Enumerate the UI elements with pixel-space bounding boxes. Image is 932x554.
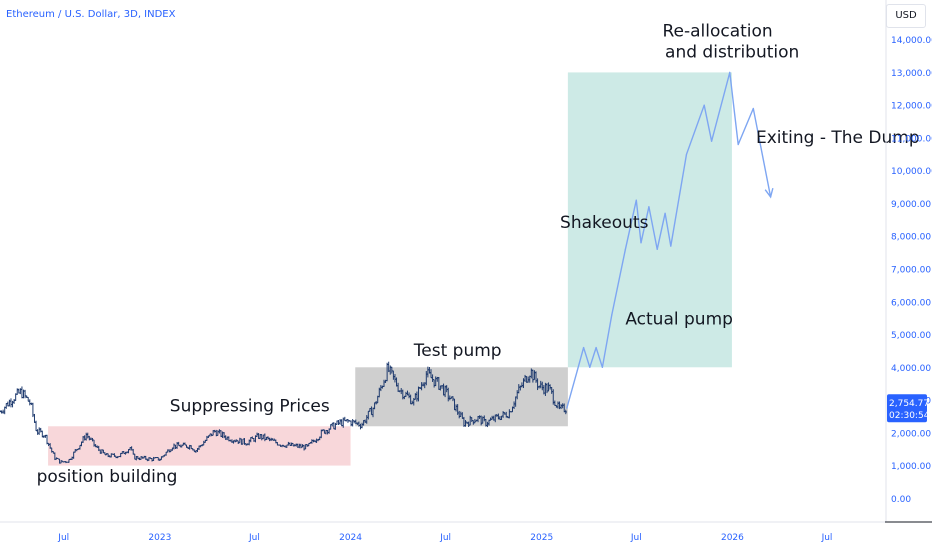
y-tick-label: 7,000.00 (891, 266, 931, 276)
projection-point (664, 212, 666, 214)
y-tick-label: 11,000.00 (891, 134, 932, 144)
chart-title: Ethereum / U.S. Dollar, 3D, INDEX (6, 9, 176, 20)
projection-point (656, 248, 658, 250)
price-tag (887, 394, 927, 423)
projection-point (582, 347, 585, 349)
projection-arrowhead (764, 188, 774, 199)
x-tick-label: 2023 (148, 533, 171, 543)
projection-point (640, 242, 642, 244)
y-tick-label: 1,000.00 (891, 462, 931, 472)
annotation-label: Exiting - The Dump (756, 128, 920, 148)
projection-point (635, 199, 637, 201)
projection-point (611, 314, 613, 316)
y-tick-label: 14,000.00 (891, 36, 932, 46)
y-tick-label: 9,000.00 (891, 200, 931, 210)
annotation-label: Suppressing Prices (170, 397, 330, 417)
y-tick-label: 10,000.00 (891, 167, 932, 177)
x-tick-label: Jul (248, 533, 260, 543)
zone-2 (567, 72, 732, 368)
projection-point (710, 140, 713, 142)
annotation-label: and distribution (665, 43, 799, 63)
projection-point (589, 366, 591, 368)
x-tick-label: 2026 (721, 533, 744, 543)
y-tick-label: 0.00 (891, 495, 911, 505)
projection-point (648, 206, 650, 208)
x-tick-label: Jul (57, 533, 69, 543)
projection-point (670, 245, 672, 247)
y-tick-label: 6,000.00 (891, 298, 931, 308)
y-tick-label: 8,000.00 (891, 233, 931, 243)
x-tick-label: 2025 (530, 533, 553, 543)
projection-point (601, 366, 603, 368)
projection-point (703, 104, 705, 106)
candles-group (0, 361, 567, 464)
price-tag-value: 2,754.77 (889, 399, 929, 409)
y-tick-label: 12,000.00 (891, 102, 932, 112)
y-tick-label: 5,000.00 (891, 331, 931, 341)
projection-point (729, 71, 731, 74)
y-tick-label: 2,000.00 (891, 429, 931, 439)
projection-point (737, 143, 739, 146)
x-tick-label: Jul (439, 533, 451, 543)
annotation-label: Shakeouts (560, 213, 649, 233)
y-tick-label: 4,000.00 (891, 364, 931, 374)
annotation-label: position building (37, 467, 178, 487)
currency-button[interactable]: USD (886, 4, 926, 28)
projection-point (685, 153, 688, 155)
projection-point (566, 407, 568, 409)
annotation-label: Re-allocation (662, 21, 772, 41)
annotation-label: Test pump (413, 341, 502, 361)
projection-point (576, 369, 578, 372)
projection-point (752, 107, 754, 110)
annotation-label: Actual pump (625, 310, 733, 330)
projection-point (595, 347, 597, 349)
y-tick-label: 13,000.00 (891, 69, 932, 79)
x-tick-label: Jul (821, 533, 833, 543)
x-tick-label: 2024 (339, 533, 362, 543)
projection-point (624, 248, 626, 250)
price-tag-countdown: 02:30:54 (889, 411, 930, 421)
x-tick-label: Jul (630, 533, 642, 543)
